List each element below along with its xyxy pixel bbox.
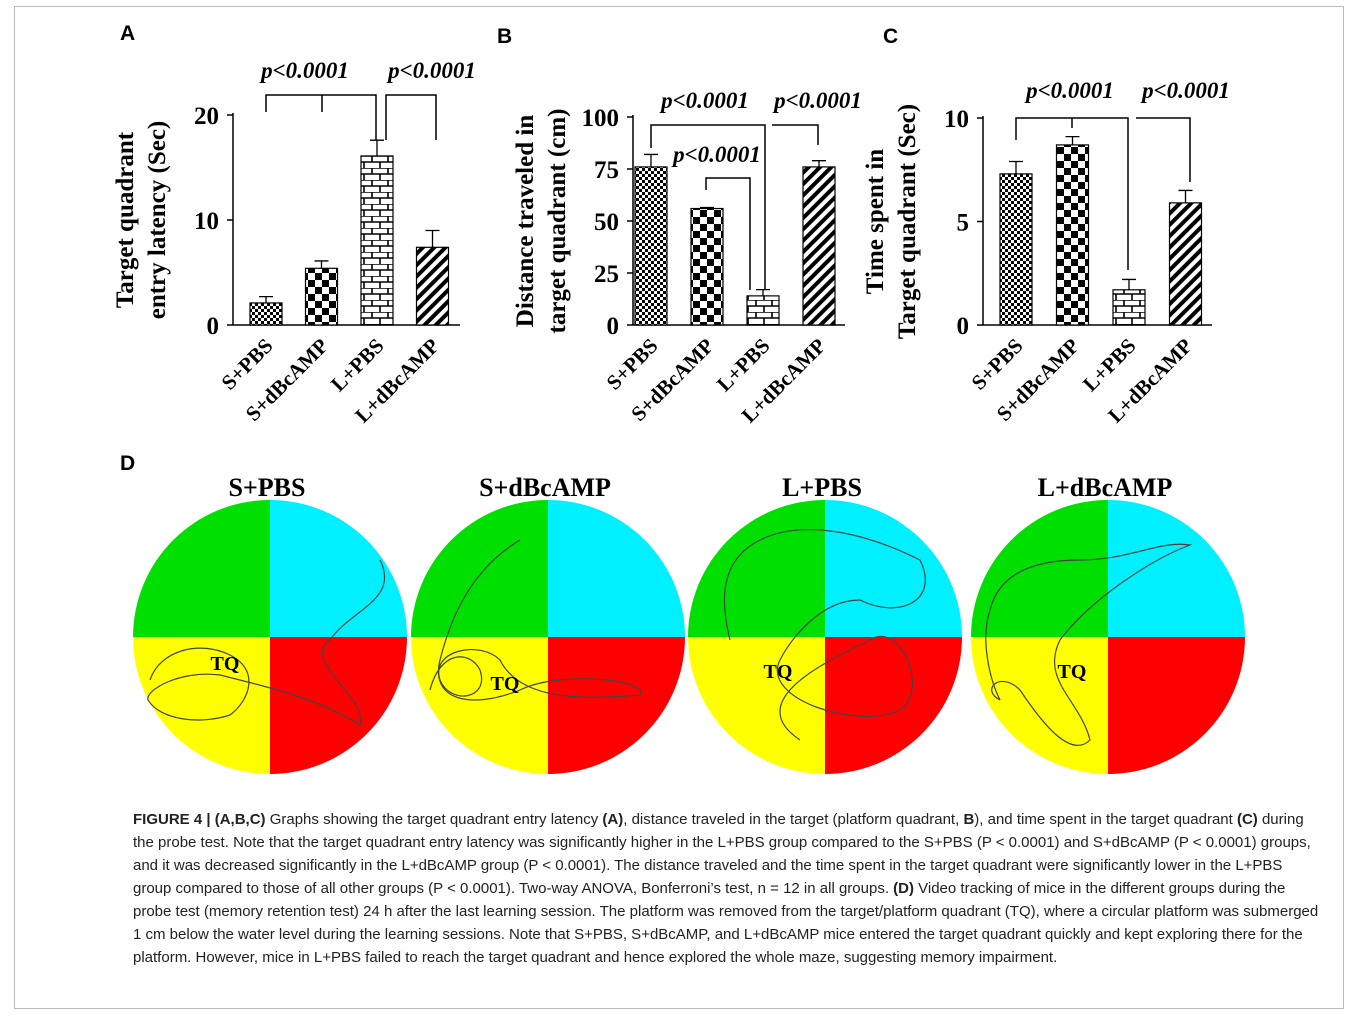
page: A Target quadrantentry latency (Sec) 0 10 20…: [0, 0, 1354, 1016]
error-bar: [644, 154, 658, 166]
y-axis-label: entry latency (Sec): [144, 121, 171, 320]
maze-quadrant: [270, 500, 407, 637]
quadrant-label: TQ: [764, 661, 793, 683]
maze-title: L+dBcAMP: [1038, 473, 1173, 502]
p-value: p<0.0001: [659, 88, 749, 113]
maze-quadrant: [1108, 637, 1245, 774]
bar: [361, 156, 393, 325]
p-value: p<0.0001: [1024, 78, 1114, 103]
maze-quadrant: [825, 637, 962, 774]
y-axis-label: Target quadrant (Sec): [894, 104, 921, 339]
bar: [803, 167, 835, 325]
maze-quadrant: [688, 637, 825, 774]
bar: [1113, 290, 1145, 325]
error-bar: [756, 290, 770, 296]
maze-quadrant: [411, 637, 548, 774]
caption-text: B: [963, 811, 974, 828]
caption-text: (D): [893, 880, 914, 897]
maze-quadrant: [971, 637, 1108, 774]
significance-brackets: [266, 95, 1190, 290]
maze-quadrant: [133, 637, 270, 774]
caption-text: FIGURE 4 | (A,B,C): [133, 811, 266, 828]
y-tick-label: 100: [582, 105, 620, 132]
error-bar: [812, 161, 826, 167]
p-value: p<0.0001: [772, 88, 862, 113]
y-tick-label: 25: [594, 261, 619, 288]
y-tick-label: 5: [957, 210, 970, 237]
caption-text: (A): [602, 811, 623, 828]
bar: [306, 268, 338, 325]
quadrant-label: TQ: [491, 673, 520, 695]
caption-text: Graphs showing the target quadrant entry…: [266, 811, 603, 828]
p-value: p<0.0001: [671, 142, 761, 167]
maze-quadrant: [971, 500, 1108, 637]
p-value: p<0.0001: [259, 58, 349, 83]
p-value: p<0.0001: [1140, 78, 1230, 103]
y-tick-label: 20: [194, 103, 219, 130]
error-bar: [1122, 279, 1136, 289]
maze-quadrant: [548, 637, 685, 774]
maze-quadrant: [688, 500, 825, 637]
error-bar: [426, 231, 440, 248]
quadrant-label: TQ: [1058, 661, 1087, 683]
y-tick-label: 0: [207, 313, 220, 340]
y-axis-label: Distance traveled in: [512, 115, 539, 328]
bar: [417, 247, 449, 325]
caption-text: ), and time spent in the target quadrant: [974, 811, 1237, 828]
maze-quadrant: [270, 637, 407, 774]
caption-text: , distance traveled in the target (platf…: [623, 811, 963, 828]
bar: [1000, 174, 1032, 325]
error-bar: [1179, 190, 1193, 202]
y-tick-label: 10: [194, 208, 219, 235]
y-tick-label: 75: [594, 157, 619, 184]
maze-quadrant: [825, 500, 962, 637]
quadrant-label: TQ: [211, 653, 240, 675]
bar: [1170, 203, 1202, 325]
bar: [747, 296, 779, 325]
error-bar: [315, 261, 329, 268]
maze-quadrant: [133, 500, 270, 637]
y-axis-label: Target quadrant: [112, 131, 139, 308]
maze-title: L+PBS: [782, 473, 862, 502]
maze-title: S+PBS: [229, 473, 306, 502]
y-axis-label: target quadrant (cm): [544, 109, 571, 334]
y-tick-label: 10: [944, 106, 969, 133]
p-value: p<0.0001: [386, 58, 476, 83]
maze-title: S+dBcAMP: [479, 473, 611, 502]
bar: [635, 167, 667, 325]
error-bar: [370, 140, 384, 156]
error-bar: [259, 297, 273, 303]
panel-label: C: [883, 25, 898, 48]
panel-label: D: [120, 452, 135, 475]
y-tick-label: 0: [957, 313, 970, 340]
maze-quadrant: [411, 500, 548, 637]
y-tick-label: 0: [607, 313, 620, 340]
y-axis-label: Time spent in: [862, 149, 889, 294]
y-tick-label: 50: [594, 209, 619, 236]
error-bar: [1009, 161, 1023, 173]
bar: [691, 209, 723, 325]
caption-text: (C): [1237, 811, 1258, 828]
bar: [250, 303, 282, 325]
panel-label: B: [497, 25, 512, 48]
maze-quadrant: [548, 500, 685, 637]
maze-quadrant: [1108, 500, 1245, 637]
error-bar: [1066, 137, 1080, 145]
figure-caption: FIGURE 4 | (A,B,C) Graphs showing the ta…: [133, 808, 1323, 969]
bar: [1057, 145, 1089, 325]
panel-label: A: [120, 22, 135, 45]
